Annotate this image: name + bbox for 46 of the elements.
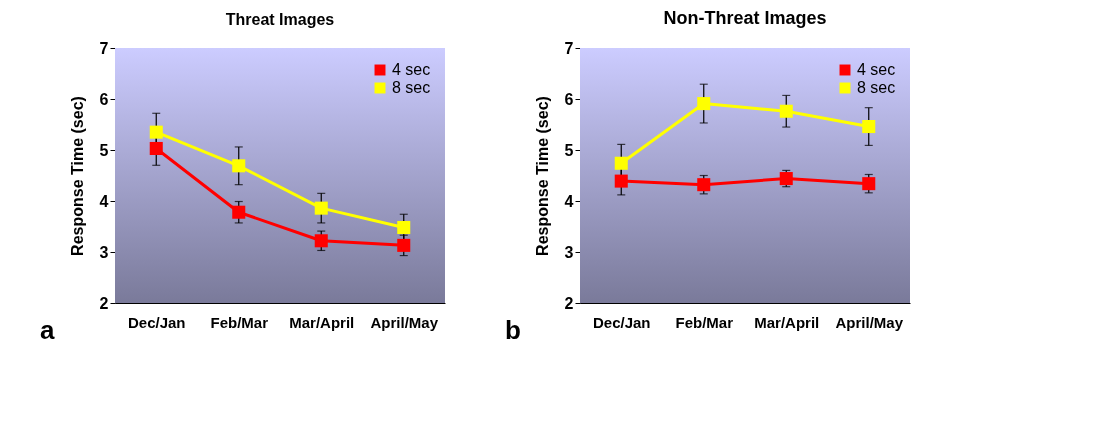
point — [397, 238, 411, 252]
point — [149, 141, 163, 155]
legend-label: 8 sec — [392, 79, 431, 96]
y-axis-title: Response Time (sec) — [533, 96, 551, 256]
y-tick-label: 5 — [99, 141, 109, 159]
text: b — [505, 315, 521, 345]
x-tick-label: April/May — [835, 313, 904, 331]
x-tick-label: Feb/Mar — [675, 313, 734, 331]
point — [862, 177, 876, 191]
y-tick-label: 4 — [99, 192, 109, 210]
chart-title: Non-Threat Images — [663, 8, 827, 28]
x-tick-label: April/May — [370, 313, 439, 331]
point — [779, 172, 793, 186]
y-tick-label: 5 — [564, 141, 574, 159]
point — [314, 234, 328, 248]
x-tick-label: Mar/April — [289, 313, 355, 331]
legend-label: 4 sec — [392, 61, 431, 78]
point — [314, 201, 328, 215]
y-tick-label: 7 — [564, 39, 574, 57]
y-tick-label: 7 — [99, 39, 109, 57]
y-tick-label: 2 — [564, 294, 574, 312]
legend-label: 4 sec — [857, 61, 896, 78]
point — [779, 104, 793, 118]
y-tick-label: 6 — [99, 90, 109, 108]
y-tick-label: 4 — [564, 192, 574, 210]
legend-label: 8 sec — [857, 79, 896, 96]
point — [232, 159, 246, 173]
point — [397, 221, 411, 235]
x-tick-label: Feb/Mar — [210, 313, 269, 331]
text: a — [40, 315, 55, 345]
y-tick-label: 3 — [564, 243, 574, 261]
x-tick-label: Dec/Jan — [592, 313, 651, 331]
y-tick-label: 2 — [99, 294, 109, 312]
y-axis-title: Response Time (sec) — [68, 96, 86, 256]
point — [232, 205, 246, 219]
point — [614, 174, 628, 188]
point — [697, 178, 711, 192]
point — [614, 156, 628, 170]
point — [862, 120, 876, 134]
chart-title: Threat Images — [225, 11, 335, 28]
x-tick-label: Mar/April — [754, 313, 820, 331]
point — [149, 125, 163, 139]
point — [697, 97, 711, 111]
x-tick-label: Dec/Jan — [127, 313, 186, 331]
y-tick-label: 3 — [99, 243, 109, 261]
y-tick-label: 6 — [564, 90, 574, 108]
